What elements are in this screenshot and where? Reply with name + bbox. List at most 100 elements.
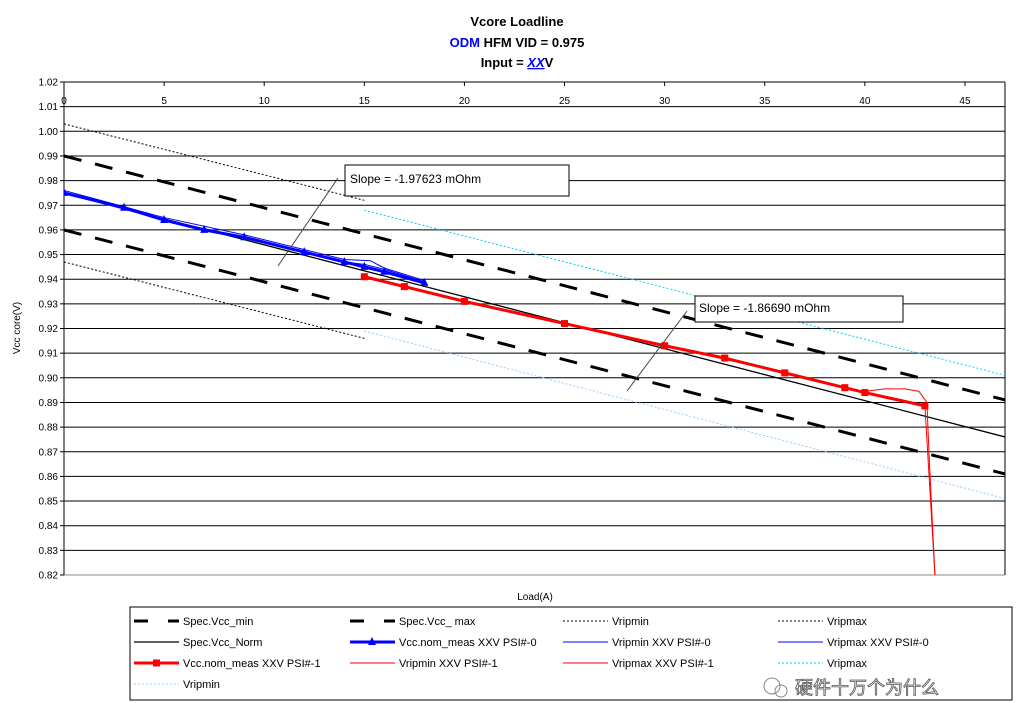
- x-tick-label: 35: [759, 96, 771, 107]
- series-line-vripmin: [364, 330, 1005, 500]
- series-line-spec-vcc-min: [64, 228, 1005, 476]
- data-point: [721, 354, 729, 362]
- data-point: [781, 369, 789, 377]
- x-tick-label: 5: [161, 96, 167, 107]
- series-line-vcc-nom-meas-xxv-psi-0: [64, 191, 425, 285]
- y-tick-label: 0.98: [39, 176, 59, 187]
- wechat-icon: [763, 677, 781, 695]
- x-tick-label: 0: [61, 96, 67, 107]
- input-link: XX: [526, 55, 546, 70]
- data-point: [380, 266, 389, 275]
- legend-label: Vripmin XXV PSI#-1: [399, 658, 498, 670]
- data-point: [460, 297, 468, 305]
- series-line-vcc-nom-meas-xxv-psi-1: [363, 275, 926, 408]
- input-suffix: V: [545, 55, 554, 70]
- data-point: [921, 402, 929, 410]
- data-point: [561, 320, 569, 328]
- y-tick-label: 0.83: [39, 546, 59, 557]
- y-axis-label: Vcc core(V): [12, 302, 23, 354]
- data-point: [240, 232, 249, 241]
- y-tick-label: 0.95: [39, 250, 59, 261]
- annotation-leader-2: [626, 310, 688, 392]
- data-point: [160, 215, 169, 224]
- y-tick-label: 0.94: [39, 275, 59, 286]
- annotation-leader-1: [277, 177, 339, 267]
- legend-label: Vripmax XXV PSI#-1: [612, 658, 714, 670]
- legend-label: Vripmax XXV PSI#-0: [827, 637, 929, 649]
- annotation-box-1: [344, 164, 570, 197]
- legend-label: Spec.Vcc_min: [183, 616, 253, 628]
- y-tick-label: 0.96: [39, 225, 59, 236]
- series-line-spec-vcc-max: [64, 154, 1005, 402]
- data-point: [120, 202, 129, 211]
- data-point: [841, 384, 849, 392]
- x-tick-label: 20: [459, 96, 471, 107]
- annotation-slope-2: Slope = -1.86690 mOhm: [699, 301, 830, 315]
- y-tick-label: 0.82: [39, 571, 59, 582]
- annotation-box-2: [694, 295, 904, 323]
- y-tick-label: 0.97: [39, 201, 59, 212]
- y-tick-label: 0.87: [39, 447, 59, 458]
- y-tick-label: 1.02: [39, 78, 59, 89]
- odm-label: ODM: [450, 35, 480, 50]
- data-point: [420, 277, 429, 286]
- data-point: [360, 261, 369, 270]
- data-point: [861, 389, 869, 397]
- legend-label: Spec.Vcc_Norm: [183, 637, 262, 649]
- x-tick-label: 45: [959, 96, 971, 107]
- chart-title: Vcore Loadline: [470, 14, 563, 29]
- hfm-vid-label: HFM VID = 0.975: [480, 35, 584, 50]
- legend-label: Vcc.nom_meas XXV PSI#-1: [183, 658, 321, 670]
- annotation-slope-1: Slope = -1.97623 mOhm: [350, 172, 481, 186]
- legend-label: Spec.Vcc_ max: [399, 616, 476, 628]
- x-tick-label: 30: [659, 96, 671, 107]
- x-tick-label: 10: [259, 96, 271, 107]
- data-point: [340, 256, 349, 265]
- watermark-text: 硬件十万个为什么: [795, 678, 939, 698]
- x-axis-label: Load(A): [517, 592, 553, 603]
- x-tick-label: 15: [359, 96, 371, 107]
- legend-label: Vripmin XXV PSI#-0: [612, 637, 711, 649]
- y-tick-label: 0.99: [39, 151, 59, 162]
- y-tick-label: 0.84: [39, 521, 59, 532]
- legend-marker: [153, 659, 160, 667]
- y-tick-label: 0.93: [39, 299, 59, 310]
- legend-marker: [368, 637, 376, 645]
- legend-label: Vripmin: [612, 616, 649, 628]
- series-line-vripmin: [64, 261, 365, 339]
- y-tick-label: 1.01: [39, 102, 59, 113]
- data-point: [64, 187, 68, 196]
- data-point: [360, 273, 368, 281]
- plot-area: [64, 123, 1005, 575]
- series-line-vripmax: [64, 123, 365, 201]
- data-point: [300, 247, 309, 256]
- legend-items: Spec.Vcc_min Spec.Vcc_ max Vripmin Vripmax S…: [134, 616, 929, 691]
- data-point: [400, 283, 408, 291]
- data-point: [200, 224, 209, 233]
- y-tick-label: 0.90: [39, 373, 59, 384]
- watermark: 硬件十万个为什么: [763, 677, 939, 698]
- x-tick-label: 25: [559, 96, 571, 107]
- gridlines: [60, 81, 1006, 576]
- chart-input-line: Input = XXV: [481, 55, 554, 70]
- legend-label: Vripmax: [827, 658, 867, 670]
- wechat-icon-small: [774, 684, 788, 698]
- data-point: [661, 342, 669, 350]
- y-tick-label: 0.86: [39, 472, 59, 483]
- y-tick-labels: 0.82 0.83 0.84 0.85 0.86 0.87 0.88 0.89 0.90 0.91…: [39, 78, 59, 582]
- series-line-vripmax-xxv-psi-1: [864, 388, 936, 575]
- input-prefix: Input =: [481, 55, 528, 70]
- legend-label: Vripmax: [827, 616, 867, 628]
- y-tick-label: 0.88: [39, 423, 59, 434]
- chart-subtitle: ODM HFM VID = 0.975: [450, 35, 585, 50]
- y-tick-label: 1.00: [39, 127, 59, 138]
- x-tick-labels: 0 5 10 15 20 25 30 35 40 45: [61, 96, 971, 107]
- legend-label: Vripmin: [183, 679, 220, 691]
- y-tick-label: 0.85: [39, 497, 59, 508]
- legend: [129, 606, 1013, 701]
- y-tick-label: 0.92: [39, 324, 59, 335]
- legend-label: Vcc.nom_meas XXV PSI#-0: [399, 637, 537, 649]
- y-tick-label: 0.89: [39, 398, 59, 409]
